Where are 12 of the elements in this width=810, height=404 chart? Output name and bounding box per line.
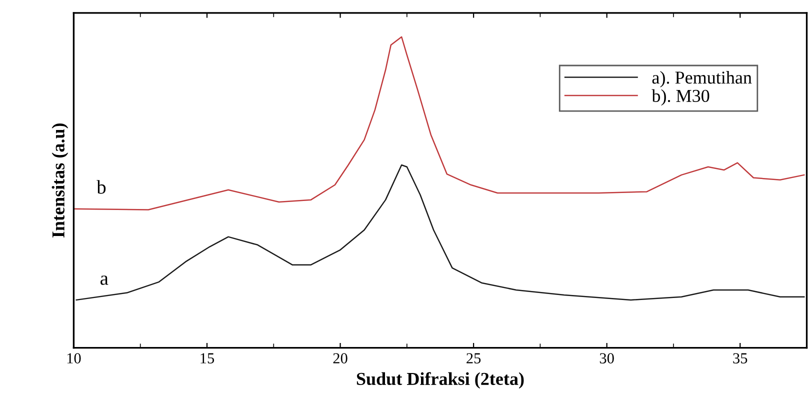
legend-label: b). M30 bbox=[652, 89, 710, 106]
annotation: a bbox=[100, 276, 108, 285]
x-axis-title: Sudut Difraksi (2teta) bbox=[356, 372, 524, 389]
legend-label: a). Pemutihan bbox=[652, 71, 752, 88]
x-tick-label: 10 bbox=[67, 353, 81, 364]
annotation: b bbox=[96, 180, 106, 194]
x-tick-label: 35 bbox=[733, 353, 748, 364]
x-tick-label: 15 bbox=[200, 353, 214, 364]
x-tick-label: 30 bbox=[600, 353, 614, 364]
x-tick-label: 25 bbox=[466, 353, 481, 364]
y-axis-title: Intensitas (a.u) bbox=[52, 123, 68, 238]
x-tick-label: 20 bbox=[333, 353, 348, 364]
